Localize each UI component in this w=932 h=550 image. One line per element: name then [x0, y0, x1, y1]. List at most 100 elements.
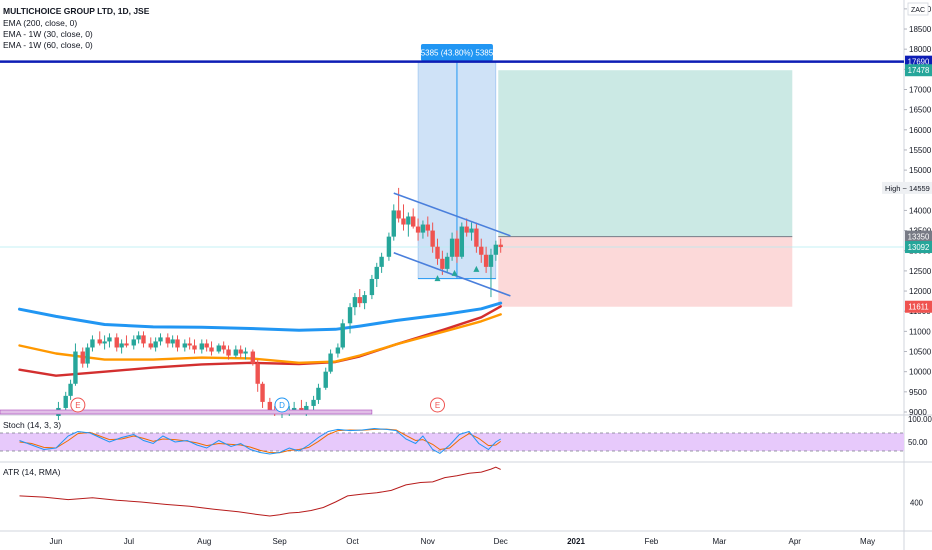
candle-body: [68, 383, 73, 396]
candle-body: [488, 254, 494, 267]
candle-body: [464, 226, 469, 233]
candle: [114, 333, 119, 352]
stoch-axis-top-label: 100.00: [908, 415, 932, 424]
candle-body: [386, 236, 392, 257]
candle-body: [420, 224, 426, 233]
candle: [425, 216, 430, 237]
atr-pane: ATR (14, RMA): [3, 466, 501, 517]
candle-body: [445, 256, 450, 269]
candle: [216, 343, 222, 354]
candle-body: [131, 339, 136, 346]
candle: [352, 293, 358, 316]
earnings-marker: [430, 397, 446, 413]
candle: [226, 345, 231, 360]
price-tick-label: 9500: [909, 388, 927, 397]
currency-box: [907, 2, 929, 16]
candle-body: [335, 347, 341, 354]
chart-title: MULTICHOICE GROUP LTD, 1D, JSE: [3, 6, 150, 16]
candle: [165, 333, 170, 348]
time-tick-label: Aug: [197, 537, 211, 546]
candle: [415, 218, 421, 241]
time-tick-label: Apr: [788, 537, 801, 546]
candle: [435, 238, 440, 265]
price-tick-label: 12500: [909, 267, 932, 276]
candle: [445, 252, 450, 273]
candle-body: [379, 256, 384, 267]
candle: [374, 262, 379, 288]
candle-body: [73, 351, 78, 384]
price-label: 13350: [908, 233, 930, 242]
candle-body: [141, 335, 146, 344]
candle: [340, 319, 345, 350]
price-label-box: [905, 300, 932, 313]
candle-body: [175, 339, 180, 348]
legend-ema200: EMA (200, close, 0): [3, 18, 78, 28]
price-label-box: [905, 241, 932, 254]
candle-body: [136, 335, 141, 340]
price-tick-label: 18500: [909, 25, 932, 34]
candle: [158, 333, 163, 346]
candle: [493, 240, 499, 261]
candle-body: [187, 343, 192, 346]
profit-zone: [498, 70, 793, 237]
price-tick-label: 15500: [909, 146, 932, 155]
candle: [85, 343, 90, 368]
price-label-box: [905, 64, 932, 77]
candle: [430, 222, 435, 253]
candle-body: [63, 395, 68, 408]
candle-body: [221, 345, 226, 350]
candle-body: [124, 343, 129, 346]
candle-body: [85, 347, 90, 364]
candle-body: [425, 224, 430, 231]
candle: [420, 220, 426, 239]
price-tick-label: 10500: [909, 348, 932, 357]
candle: [357, 289, 362, 308]
legend-ema60w: EMA - 1W (60, close, 0): [3, 40, 93, 50]
price-label-box: [905, 230, 932, 243]
candle: [68, 379, 73, 400]
atr-line: [19, 466, 501, 517]
price-tick-label: 17000: [909, 85, 932, 94]
candle-body: [165, 337, 170, 344]
candle-body: [238, 349, 243, 354]
candle-body: [374, 266, 379, 279]
candle: [119, 339, 124, 354]
candle: [63, 391, 68, 412]
ema-200-line: [18, 301, 503, 332]
legend-ema30w: EMA - 1W (30, close, 0): [3, 29, 93, 39]
candle: [243, 347, 248, 360]
time-tick-label: Sep: [272, 537, 287, 546]
high-label: High ~ 14559: [885, 184, 930, 193]
candle-body: [483, 254, 489, 267]
candle: [479, 238, 484, 263]
candle: [464, 218, 469, 237]
candle-body: [148, 343, 153, 348]
candle-body: [291, 407, 297, 410]
signal-triangle: [434, 275, 441, 282]
stoch-k-line: [19, 427, 501, 455]
candle: [136, 331, 141, 344]
candle-body: [474, 228, 479, 247]
candle-body: [107, 337, 112, 342]
candle: [148, 337, 153, 350]
atr-tick-label: 400: [910, 499, 924, 508]
ema-60w-line: [18, 305, 502, 377]
event-marker-label: D: [279, 401, 285, 410]
time-tick-label: Oct: [346, 537, 359, 546]
candle-body: [199, 343, 204, 350]
candle-body: [192, 345, 197, 350]
price-tick-label: 12000: [909, 287, 932, 296]
price-tick-label: 18000: [909, 45, 932, 54]
candle: [311, 395, 316, 410]
candle-body: [415, 226, 421, 233]
earnings-marker: [70, 397, 86, 413]
candle: [199, 339, 204, 354]
stoch-d-line: [19, 428, 501, 454]
moving-averages-layer: [18, 301, 503, 377]
candle: [386, 232, 392, 261]
ema-30w-line: [18, 313, 502, 364]
candle-body: [158, 337, 163, 342]
price-label: 17690: [908, 58, 930, 67]
candle-body: [209, 347, 214, 352]
